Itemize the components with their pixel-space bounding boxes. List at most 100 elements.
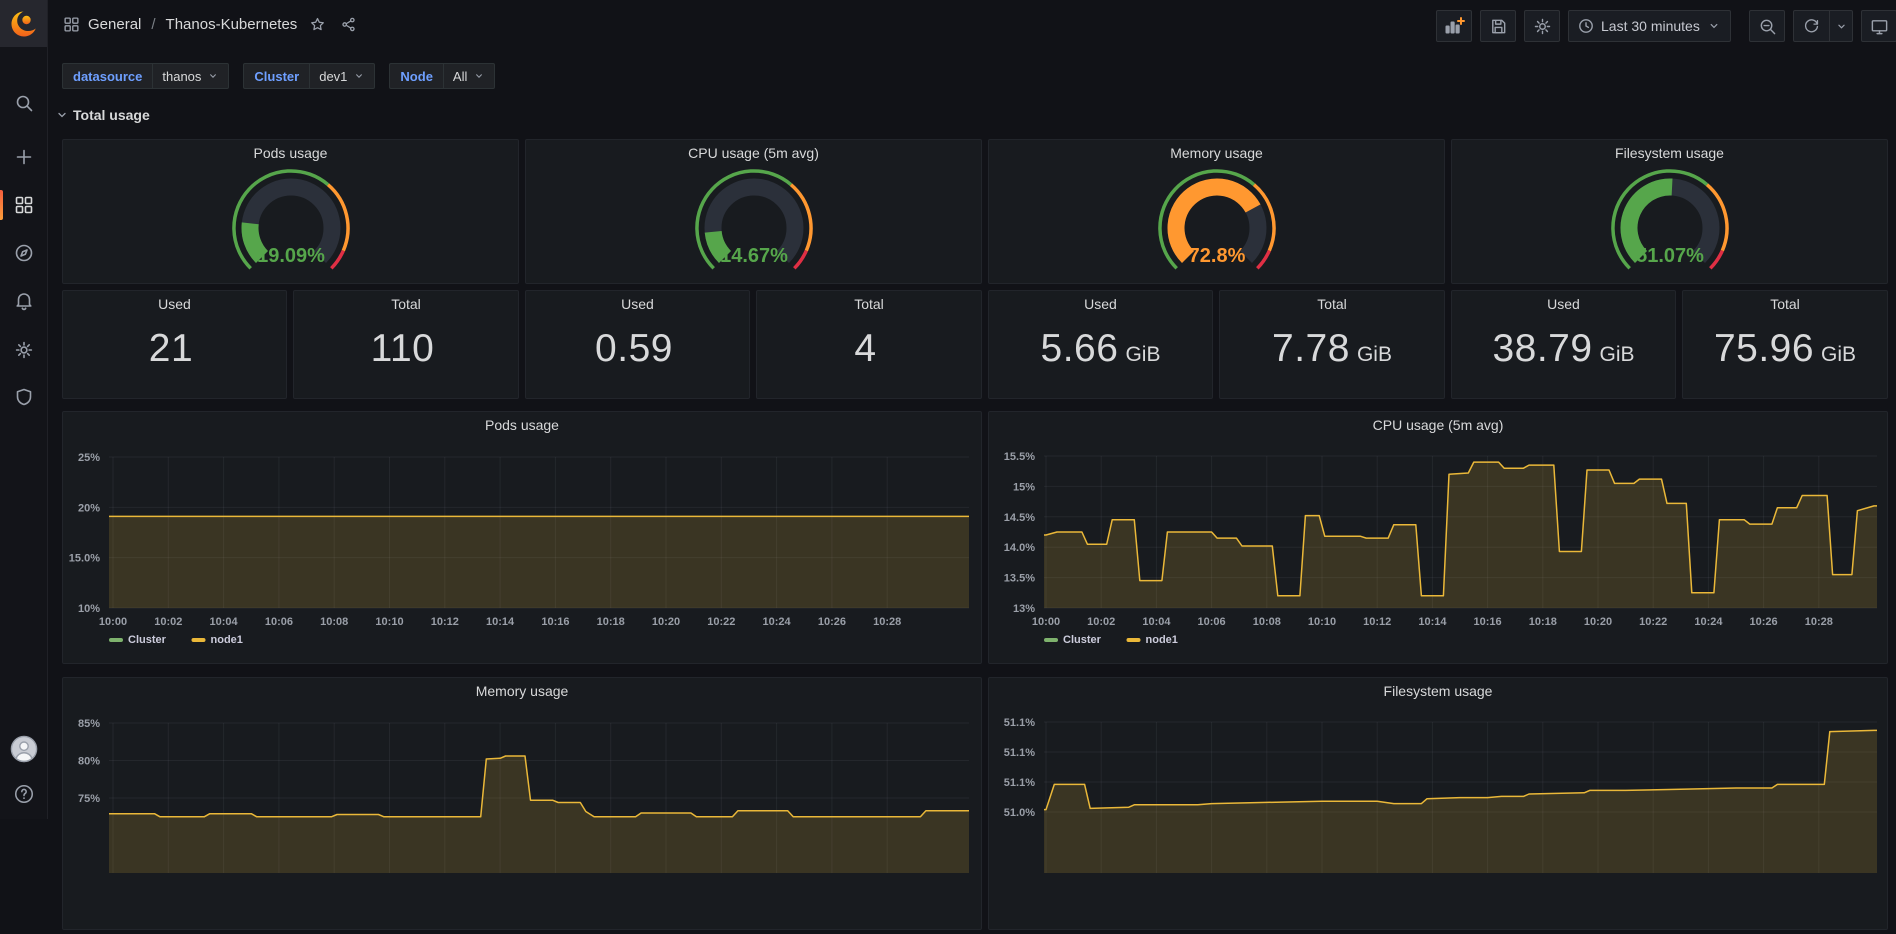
refresh-button-group [1793, 10, 1853, 42]
stat-title[interactable]: Used [158, 296, 191, 312]
variable-cluster-label[interactable]: Cluster [243, 63, 310, 89]
gauge-cpu-usage: 14.67% [694, 169, 813, 270]
refresh-interval-dropdown[interactable] [1830, 11, 1852, 41]
svg-text:10:00: 10:00 [1032, 616, 1060, 628]
svg-text:10:22: 10:22 [707, 616, 735, 628]
zoom-out-icon [1760, 19, 1775, 34]
stat-title[interactable]: Used [1547, 296, 1580, 312]
variable-datasource: datasource thanos [62, 63, 230, 89]
panel-gauge-memory: Memory usage 72.8% [988, 139, 1445, 284]
grafana-logo[interactable] [0, 0, 47, 47]
timeseries-pods-usage[interactable]: 10:00 10:02 10:04 10:06 10:08 10:10 10:12 10:14… [63, 412, 981, 663]
dashboard-variables: datasource thanos Cluster dev1 Node All [62, 62, 509, 90]
dashboard-settings-button[interactable] [1524, 10, 1560, 42]
variable-datasource-label[interactable]: datasource [62, 63, 153, 89]
svg-text:10:26: 10:26 [1750, 616, 1778, 628]
svg-text:51.07%: 51.07% [1636, 245, 1704, 267]
variable-value-text: All [452, 68, 468, 84]
time-range-picker[interactable]: Last 30 minutes [1568, 10, 1731, 42]
sidebar-item-alerting[interactable] [0, 283, 47, 319]
svg-text:10%: 10% [78, 603, 100, 615]
breadcrumb-dashboard[interactable]: Thanos-Kubernetes [165, 16, 298, 33]
timeseries-memory-usage[interactable]: 85% 80% 75% [63, 678, 981, 929]
plus-icon [16, 149, 31, 165]
svg-text:10:24: 10:24 [763, 616, 792, 628]
cycle-view-mode-button[interactable] [1861, 10, 1896, 42]
timeseries-filesystem-usage[interactable]: 51.1% 51.1% 51.1% 51.0% [989, 678, 1887, 929]
bell-icon [15, 293, 32, 311]
panel-gauge-cpu: CPU usage (5m avg) 14.67% [525, 139, 982, 284]
sidebar-item-help[interactable] [0, 776, 47, 812]
save-dashboard-button[interactable] [1480, 10, 1516, 42]
stat-title[interactable]: Used [1084, 296, 1117, 312]
stat-title[interactable]: Total [1317, 296, 1347, 312]
sidebar-item-profile[interactable] [0, 731, 47, 767]
stat-title[interactable]: Total [391, 296, 421, 312]
stat-value: 4 [854, 327, 877, 370]
row-header-total-usage[interactable]: Total usage [56, 107, 150, 123]
variable-cluster: Cluster dev1 [243, 63, 376, 89]
breadcrumb-folder[interactable]: General [88, 16, 142, 33]
gear-icon [15, 341, 32, 359]
shield-icon [16, 388, 31, 406]
panel-title[interactable]: Filesystem usage [1615, 145, 1724, 161]
share-icon[interactable] [340, 16, 357, 33]
panel-title[interactable]: Pods usage [253, 145, 328, 161]
svg-text:14.5%: 14.5% [1004, 512, 1035, 524]
sidebar-item-create[interactable] [0, 139, 47, 175]
panel-title[interactable]: Pods usage [485, 417, 559, 433]
apps-grid-icon [64, 17, 79, 32]
svg-text:Cluster: Cluster [1063, 634, 1102, 646]
panel-title[interactable]: CPU usage (5m avg) [1372, 417, 1504, 433]
svg-text:10:18: 10:18 [597, 616, 625, 628]
divider [1829, 11, 1830, 41]
svg-text:10:12: 10:12 [1363, 616, 1391, 628]
svg-text:10:08: 10:08 [1253, 616, 1281, 628]
sidebar-item-dashboards[interactable] [0, 187, 47, 223]
svg-text:10:10: 10:10 [1308, 616, 1336, 628]
chevron-down-icon [356, 74, 363, 78]
sidebar-item-configuration[interactable] [0, 332, 47, 368]
compass-icon [15, 244, 32, 262]
variable-cluster-value[interactable]: dev1 [309, 63, 376, 89]
sidebar-item-explore[interactable] [0, 235, 47, 271]
svg-text:25%: 25% [78, 452, 100, 464]
add-panel-icon [1445, 17, 1465, 34]
sidebar-item-server-admin[interactable] [0, 379, 47, 415]
panel-title[interactable]: Filesystem usage [1383, 683, 1493, 699]
timeseries-cpu-usage[interactable]: 10:00 10:02 10:04 10:06 10:08 10:10 10:12 10:14… [989, 412, 1887, 663]
svg-text:node1: node1 [211, 634, 243, 646]
panel-title[interactable]: CPU usage (5m avg) [688, 145, 819, 161]
sidebar-item-search[interactable] [0, 85, 47, 121]
refresh-button[interactable] [1794, 11, 1829, 41]
zoom-out-button[interactable] [1749, 10, 1785, 42]
svg-text:10:08: 10:08 [320, 616, 348, 628]
variable-node-label[interactable]: Node [389, 63, 443, 89]
svg-text:15.5%: 15.5% [1004, 451, 1035, 463]
chevron-down-icon [58, 112, 66, 118]
dashboards-grid-icon [15, 196, 32, 214]
stat-title[interactable]: Used [621, 296, 654, 312]
svg-text:10:20: 10:20 [1584, 616, 1612, 628]
panel-stat-memory-used: Used 5.66 GiB [988, 290, 1213, 399]
sidebar-active-indicator [0, 190, 3, 220]
panel-title[interactable]: Memory usage [1170, 145, 1263, 161]
svg-text:Cluster: Cluster [128, 634, 167, 646]
stat-title[interactable]: Total [1770, 296, 1800, 312]
svg-text:10:02: 10:02 [154, 616, 182, 628]
star-icon[interactable] [309, 16, 326, 33]
svg-text:10:18: 10:18 [1529, 616, 1557, 628]
gauge-pods-usage: 19.09% [231, 169, 350, 270]
stat-value: 110 [370, 327, 435, 370]
stat-value: 75.96 GiB [1713, 327, 1857, 370]
variable-value-text: thanos [162, 68, 202, 84]
sidebar [0, 0, 48, 819]
search-icon [16, 95, 32, 112]
variable-datasource-value[interactable]: thanos [152, 63, 230, 89]
svg-text:10:28: 10:28 [1805, 616, 1833, 628]
refresh-icon [1804, 18, 1819, 32]
panel-title[interactable]: Memory usage [475, 683, 569, 699]
add-panel-button[interactable] [1436, 10, 1472, 42]
variable-node-value[interactable]: All [442, 63, 496, 89]
stat-title[interactable]: Total [854, 296, 884, 312]
